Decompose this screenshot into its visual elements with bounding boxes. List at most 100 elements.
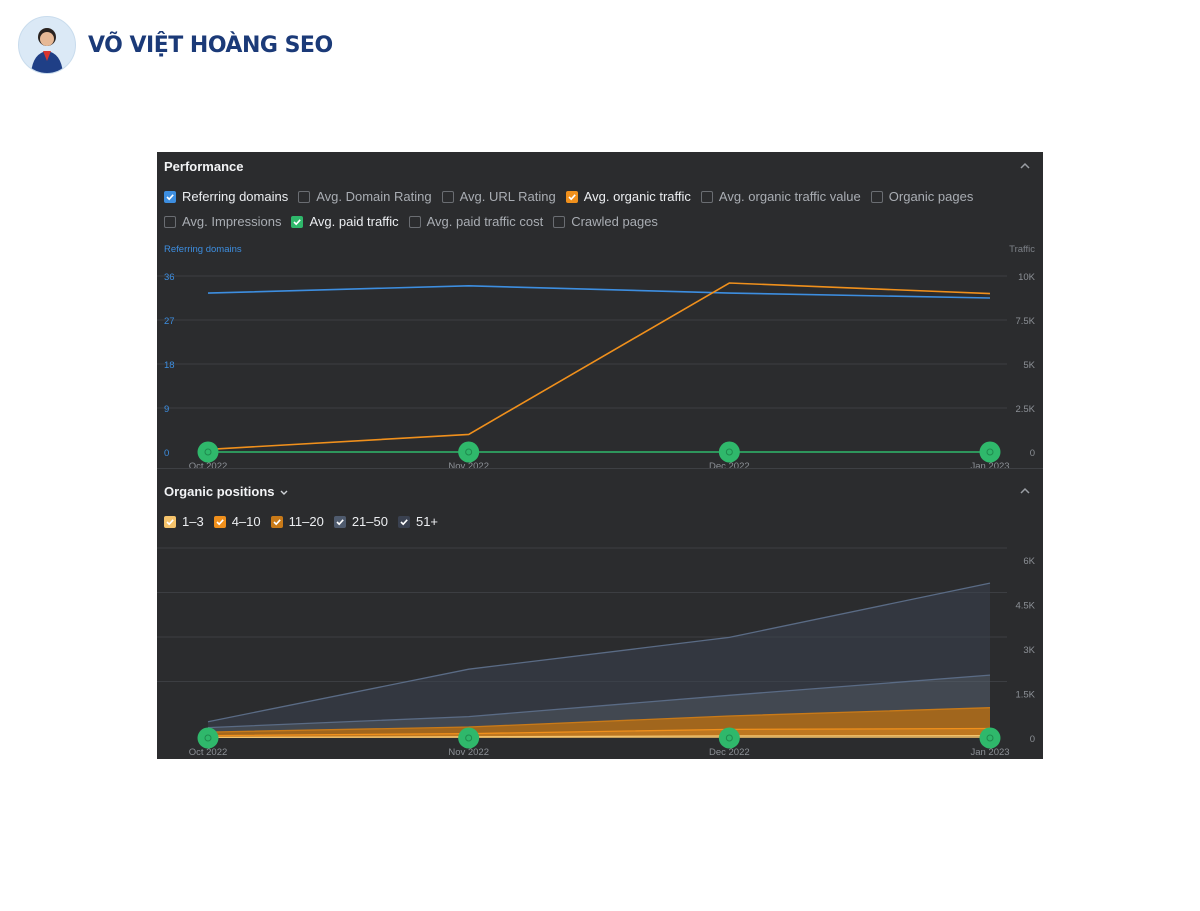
performance-title-text: Performance bbox=[164, 159, 244, 174]
x-tick-label: Jan 2023 bbox=[970, 747, 1009, 758]
checkbox-avg-url-rating[interactable]: Avg. URL Rating bbox=[441, 189, 556, 204]
checkbox-crawled-pages[interactable]: Crawled pages bbox=[553, 214, 658, 229]
organic-positions-title-text: Organic positions bbox=[164, 484, 275, 499]
checkbox-checked-icon[interactable] bbox=[397, 515, 410, 528]
checkbox-avg-organic-traffic[interactable]: Avg. organic traffic bbox=[565, 189, 691, 204]
checkbox-checked-icon[interactable] bbox=[291, 215, 304, 228]
analytics-panel: Performance Referring domains Avg. Domain… bbox=[157, 152, 1043, 759]
checkbox-21-50[interactable]: 21–50 bbox=[333, 514, 388, 529]
right-axis-label: Traffic bbox=[1009, 244, 1035, 255]
checkbox-avg-organic-traffic-value[interactable]: Avg. organic traffic value bbox=[700, 189, 861, 204]
brand-name: VÕ VIỆT HOÀNG SEO bbox=[88, 32, 333, 58]
checkbox-checked-icon[interactable] bbox=[213, 515, 226, 528]
checkbox-avg-domain-rating[interactable]: Avg. Domain Rating bbox=[298, 189, 432, 204]
checkbox-label: Referring domains bbox=[182, 189, 289, 204]
checkbox-checked-icon[interactable] bbox=[164, 190, 176, 203]
checkbox-51[interactable]: 51+ bbox=[397, 514, 439, 529]
checkbox-label: Crawled pages bbox=[571, 214, 658, 229]
organic-positions-title[interactable]: Organic positions bbox=[164, 484, 289, 499]
checkbox-referring-domains[interactable]: Referring domains bbox=[164, 189, 288, 204]
checkbox-label: Avg. Domain Rating bbox=[316, 189, 432, 204]
checkbox-label: 11–20 bbox=[288, 514, 324, 529]
checkbox-avg-impressions[interactable]: Avg. Impressions bbox=[164, 214, 281, 229]
checkbox-empty-icon[interactable] bbox=[870, 190, 883, 203]
checkbox-avg-paid-traffic-cost[interactable]: Avg. paid traffic cost bbox=[408, 214, 544, 229]
series-line-referring-domains bbox=[207, 284, 991, 299]
checkbox-label: Avg. paid traffic cost bbox=[426, 214, 544, 229]
checkbox-empty-icon[interactable] bbox=[298, 190, 311, 203]
performance-title: Performance bbox=[164, 159, 243, 174]
left-tick-label: 27 bbox=[164, 316, 175, 327]
checkbox-11-20[interactable]: 11–20 bbox=[270, 514, 324, 529]
checkbox-checked-icon[interactable] bbox=[565, 190, 578, 203]
checkbox-checked-icon[interactable] bbox=[270, 515, 283, 528]
annotation-marker[interactable] bbox=[979, 441, 1001, 463]
checkbox-checked-icon[interactable] bbox=[164, 515, 176, 528]
area-line-21-50 bbox=[207, 674, 991, 729]
checkbox-label: Avg. organic traffic bbox=[583, 189, 691, 204]
checkbox-empty-icon[interactable] bbox=[553, 215, 566, 228]
chevron-down-icon[interactable] bbox=[279, 487, 289, 497]
checkbox-organic-pages[interactable]: Organic pages bbox=[870, 189, 974, 204]
right-tick-label: 3K bbox=[1023, 645, 1035, 656]
organic-checkbox-row: 1–3 4–10 11–20 21–50 51+ bbox=[164, 514, 448, 529]
area-51 bbox=[208, 583, 990, 728]
x-tick-label: Oct 2022 bbox=[189, 747, 228, 758]
left-tick-label: 9 bbox=[164, 404, 169, 415]
checkbox-label: 1–3 bbox=[182, 514, 204, 529]
checkbox-label: Avg. URL Rating bbox=[459, 189, 556, 204]
checkbox-empty-icon[interactable] bbox=[408, 215, 421, 228]
right-tick-label: 2.5K bbox=[1015, 404, 1035, 415]
x-tick-label: Dec 2022 bbox=[709, 747, 750, 758]
annotation-marker[interactable] bbox=[718, 727, 740, 749]
left-tick-label: 18 bbox=[164, 360, 175, 371]
right-tick-label: 0 bbox=[1030, 734, 1035, 745]
checkbox-checked-icon[interactable] bbox=[333, 515, 346, 528]
x-tick-label: Nov 2022 bbox=[448, 461, 489, 472]
section-divider bbox=[157, 468, 1043, 469]
checkbox-label: Avg. paid traffic bbox=[309, 214, 399, 229]
checkbox-empty-icon[interactable] bbox=[441, 190, 454, 203]
left-axis-label: Referring domains bbox=[164, 244, 242, 255]
checkbox-4-10[interactable]: 4–10 bbox=[213, 514, 261, 529]
checkbox-label: Avg. organic traffic value bbox=[718, 189, 861, 204]
annotation-marker[interactable] bbox=[458, 441, 480, 463]
annotation-marker[interactable] bbox=[197, 441, 219, 463]
right-tick-label: 0 bbox=[1030, 448, 1035, 459]
right-tick-label: 6K bbox=[1023, 556, 1035, 567]
annotation-marker[interactable] bbox=[458, 727, 480, 749]
checkbox-1-3[interactable]: 1–3 bbox=[164, 514, 204, 529]
checkbox-empty-icon[interactable] bbox=[164, 215, 176, 228]
right-tick-label: 5K bbox=[1023, 360, 1035, 371]
checkbox-label: Organic pages bbox=[888, 189, 974, 204]
left-tick-label: 0 bbox=[164, 448, 169, 459]
area-21-50 bbox=[208, 675, 990, 733]
annotation-marker[interactable] bbox=[718, 441, 740, 463]
right-tick-label: 10K bbox=[1018, 272, 1036, 283]
checkbox-label: 4–10 bbox=[231, 514, 261, 529]
area-line-11-20 bbox=[207, 707, 991, 733]
series-line-avg-organic-traffic bbox=[207, 282, 991, 451]
x-tick-label: Jan 2023 bbox=[970, 461, 1009, 472]
brand: VÕ VIỆT HOÀNG SEO bbox=[18, 16, 333, 74]
x-tick-label: Oct 2022 bbox=[189, 461, 228, 472]
checkbox-label: Avg. Impressions bbox=[182, 214, 282, 229]
performance-chart: Referring domains Traffic 36 10K 27 7.5K 18 5K 9… bbox=[157, 244, 1036, 472]
checkbox-label: 51+ bbox=[415, 514, 439, 529]
x-tick-label: Dec 2022 bbox=[709, 461, 750, 472]
avatar bbox=[18, 16, 76, 74]
checkbox-avg-paid-traffic[interactable]: Avg. paid traffic bbox=[291, 214, 399, 229]
performance-checkbox-row-1: Referring domains Avg. Domain Rating Avg. … bbox=[164, 189, 983, 204]
avatar-illustration bbox=[31, 28, 63, 73]
performance-checkbox-row-2: Avg. Impressions Avg. paid traffic Avg. pa… bbox=[164, 214, 668, 229]
chevron-up-icon[interactable] bbox=[1019, 485, 1031, 497]
annotation-marker[interactable] bbox=[979, 727, 1001, 749]
chevron-up-icon[interactable] bbox=[1019, 160, 1031, 172]
right-tick-label: 1.5K bbox=[1015, 690, 1035, 701]
right-tick-label: 7.5K bbox=[1015, 316, 1035, 327]
annotation-marker[interactable] bbox=[197, 727, 219, 749]
checkbox-empty-icon[interactable] bbox=[700, 190, 713, 203]
right-tick-label: 4.5K bbox=[1015, 601, 1035, 612]
area-line-51 bbox=[207, 582, 991, 723]
area-line-1-3 bbox=[207, 734, 991, 739]
